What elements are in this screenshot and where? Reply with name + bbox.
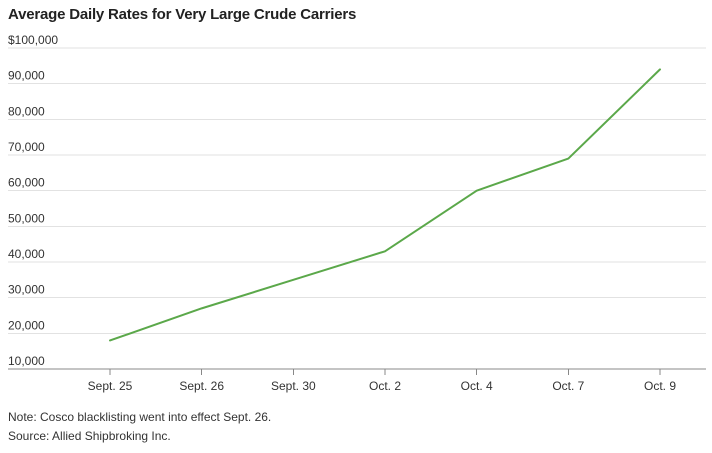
x-tick-label: Sept. 25 xyxy=(88,379,133,393)
chart-source: Source: Allied Shipbroking Inc. xyxy=(8,429,171,443)
y-tick-label: 50,000 xyxy=(8,211,45,225)
chart-title: Average Daily Rates for Very Large Crude… xyxy=(8,6,357,23)
x-axis: Sept. 25 Sept. 26 Sept. 30 Oct. 2 Oct. 4 Oct.… xyxy=(88,369,676,393)
line-chart: 10,000 20,000 30,000 40,000 50,000 60,000 70,0… xyxy=(8,33,706,393)
y-tick-label: 60,000 xyxy=(8,176,45,190)
x-tick-label: Oct. 4 xyxy=(461,379,493,393)
chart-note: Note: Cosco blacklisting went into effec… xyxy=(8,410,272,424)
y-tick-label: 30,000 xyxy=(8,283,45,297)
y-tick-label: 40,000 xyxy=(8,247,45,261)
y-axis-labels: 10,000 20,000 30,000 40,000 50,000 60,000 70,0… xyxy=(8,33,58,368)
y-tick-label: 90,000 xyxy=(8,69,45,83)
y-tick-label: 70,000 xyxy=(8,140,45,154)
x-tick-label: Oct. 7 xyxy=(552,379,584,393)
y-tick-label: 10,000 xyxy=(8,354,45,368)
gridlines xyxy=(8,47,706,370)
series-layer xyxy=(109,68,661,342)
x-tick-label: Oct. 9 xyxy=(644,379,676,393)
x-tick-label: Oct. 2 xyxy=(369,379,401,393)
series-line xyxy=(109,68,661,342)
x-tick-label: Sept. 26 xyxy=(179,379,224,393)
x-tick-label: Sept. 30 xyxy=(271,379,316,393)
y-tick-label: 20,000 xyxy=(8,318,45,332)
y-tick-label: 80,000 xyxy=(8,104,45,118)
y-tick-label: $100,000 xyxy=(8,33,58,47)
